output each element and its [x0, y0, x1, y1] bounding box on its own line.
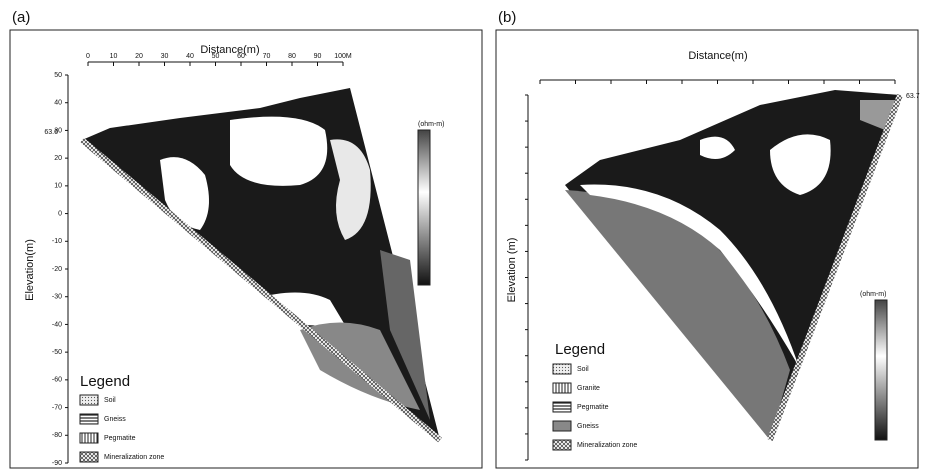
start-label: 63.7 — [906, 93, 920, 100]
y-tick-label: 50 — [54, 72, 62, 79]
y-tick-label: -40 — [52, 321, 62, 328]
y-tick-label: 30 — [54, 127, 62, 134]
legend-swatches — [79, 363, 572, 463]
panel-frame — [495, 29, 919, 469]
y-tick-label: 20 — [54, 155, 62, 162]
legend-item: Gneiss — [104, 416, 126, 423]
legend-item: Mineralization zone — [104, 454, 164, 461]
colorbar-unit: (ohm-m) — [860, 291, 886, 298]
x-tick-label: 0 — [86, 53, 90, 60]
legend-item: Granite — [577, 385, 600, 392]
y-tick-label: -20 — [52, 266, 62, 273]
y-axis-title: Elevation(m) — [24, 239, 36, 301]
x-tick-label: 40 — [186, 53, 194, 60]
legend-item: Pegmatite — [577, 404, 609, 411]
x-tick-label: 100M — [334, 53, 352, 60]
x-axis-title: Distance(m) — [200, 44, 259, 56]
panel-frame — [9, 29, 483, 469]
y-tick-label: -70 — [52, 404, 62, 411]
y-tick-label: 0 — [58, 210, 62, 217]
legend-title: Legend — [80, 373, 130, 390]
x-tick-label: 50 — [212, 53, 220, 60]
colorbar-unit: (ohm-m) — [418, 121, 444, 128]
y-tick-label: -90 — [52, 460, 62, 467]
legend-item: Mineralization zone — [577, 442, 637, 449]
x-tick-label: 60 — [237, 53, 245, 60]
y-tick-label: 10 — [54, 183, 62, 190]
section-b — [565, 90, 903, 442]
section-a — [80, 88, 442, 443]
legend-title: Legend — [555, 341, 605, 358]
x-tick-label: 30 — [161, 53, 169, 60]
y-tick-label: -30 — [52, 294, 62, 301]
legend-item: Soil — [577, 366, 589, 373]
y-axis-title: Elevation (m) — [506, 238, 518, 303]
y-tick-label: -50 — [52, 349, 62, 356]
y-tick-label: 40 — [54, 100, 62, 107]
x-tick-label: 90 — [314, 53, 322, 60]
x-tick-label: 10 — [110, 53, 118, 60]
x-tick-label: 20 — [135, 53, 143, 60]
legend-item: Pegmatite — [104, 435, 136, 442]
y-tick-label: -60 — [52, 377, 62, 384]
panel-label: (b) — [498, 9, 516, 26]
start-label: 63.6 — [44, 129, 58, 136]
legend-item: Soil — [104, 397, 116, 404]
y-tick-label: -80 — [52, 432, 62, 439]
y-tick-label: -10 — [52, 238, 62, 245]
x-tick-label: 70 — [263, 53, 271, 60]
panel-label: (a) — [12, 9, 30, 26]
legend-item: Gneiss — [577, 423, 599, 430]
x-axis-title: Distance(m) — [688, 50, 747, 62]
x-tick-label: 80 — [288, 53, 296, 60]
